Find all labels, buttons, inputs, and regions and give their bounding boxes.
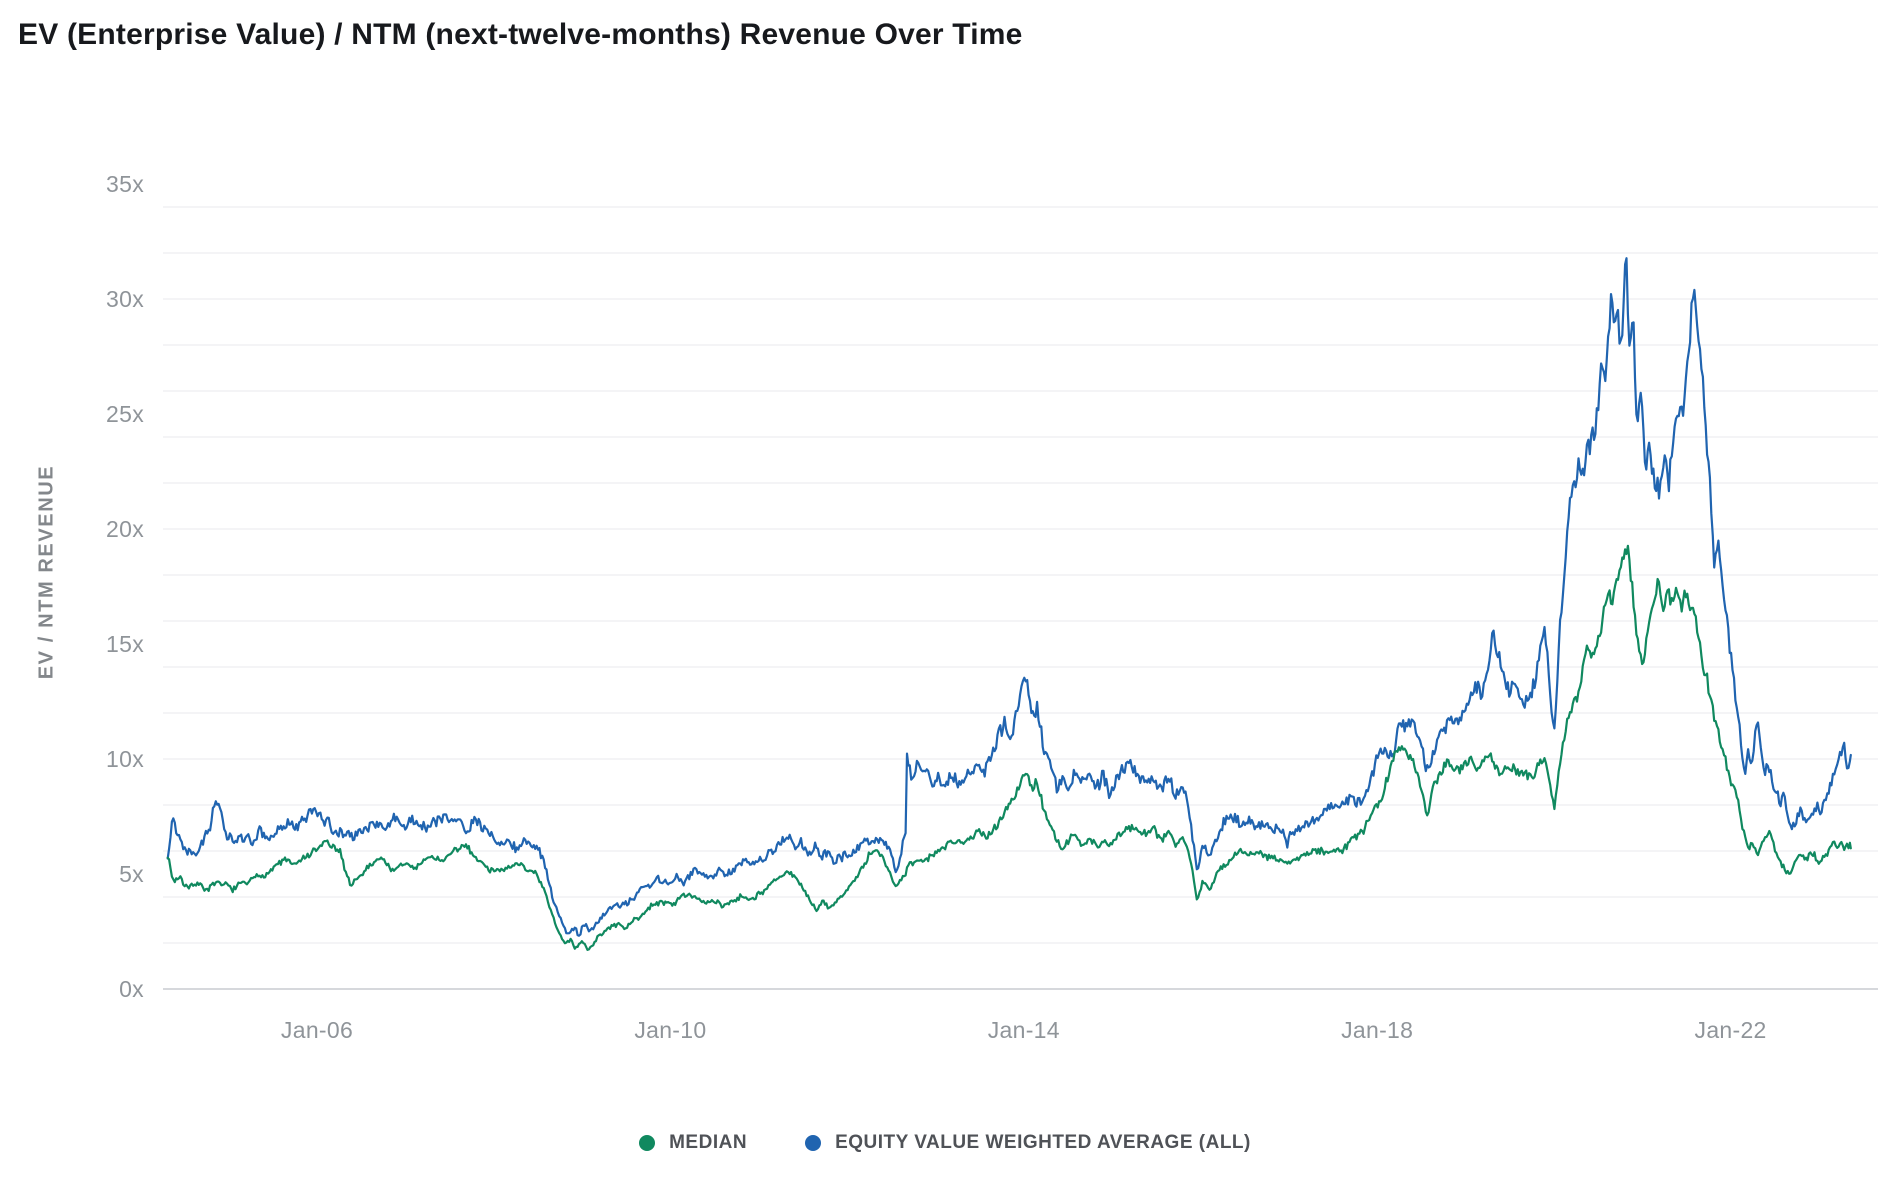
y-tick-label: 20x: [106, 516, 144, 542]
y-tick-label: 25x: [106, 401, 144, 427]
chart-title: EV (Enterprise Value) / NTM (next-twelve…: [18, 18, 1023, 51]
legend: MEDIAN EQUITY VALUE WEIGHTED AVERAGE (ALL…: [0, 1132, 1890, 1154]
x-tick-label: Jan-06: [280, 1017, 354, 1043]
y-tick-label: 35x: [106, 171, 144, 197]
legend-label: EQUITY VALUE WEIGHTED AVERAGE (ALL): [835, 1132, 1251, 1153]
x-tick-label: Jan-22: [1694, 1017, 1767, 1043]
legend-label: MEDIAN: [669, 1132, 748, 1153]
equity-value-weighted-average-all-line: [166, 257, 1852, 937]
y-tick-label: 0x: [119, 976, 144, 1002]
legend-item-equity-value-weighted-average-all[interactable]: EQUITY VALUE WEIGHTED AVERAGE (ALL): [805, 1132, 1251, 1154]
y-tick-label: 15x: [106, 631, 144, 657]
y-tick-label: 30x: [106, 286, 144, 312]
legend-dot-icon: [639, 1135, 656, 1151]
legend-item-median[interactable]: MEDIAN: [639, 1132, 747, 1154]
y-tick-label: 10x: [106, 746, 144, 772]
legend-dot-icon: [805, 1135, 822, 1151]
x-tick-label: Jan-14: [987, 1017, 1060, 1043]
x-tick-label: Jan-18: [1341, 1017, 1414, 1043]
median-line: [166, 544, 1852, 951]
y-tick-label: 5x: [119, 861, 144, 887]
x-tick-label: Jan-10: [634, 1017, 707, 1043]
